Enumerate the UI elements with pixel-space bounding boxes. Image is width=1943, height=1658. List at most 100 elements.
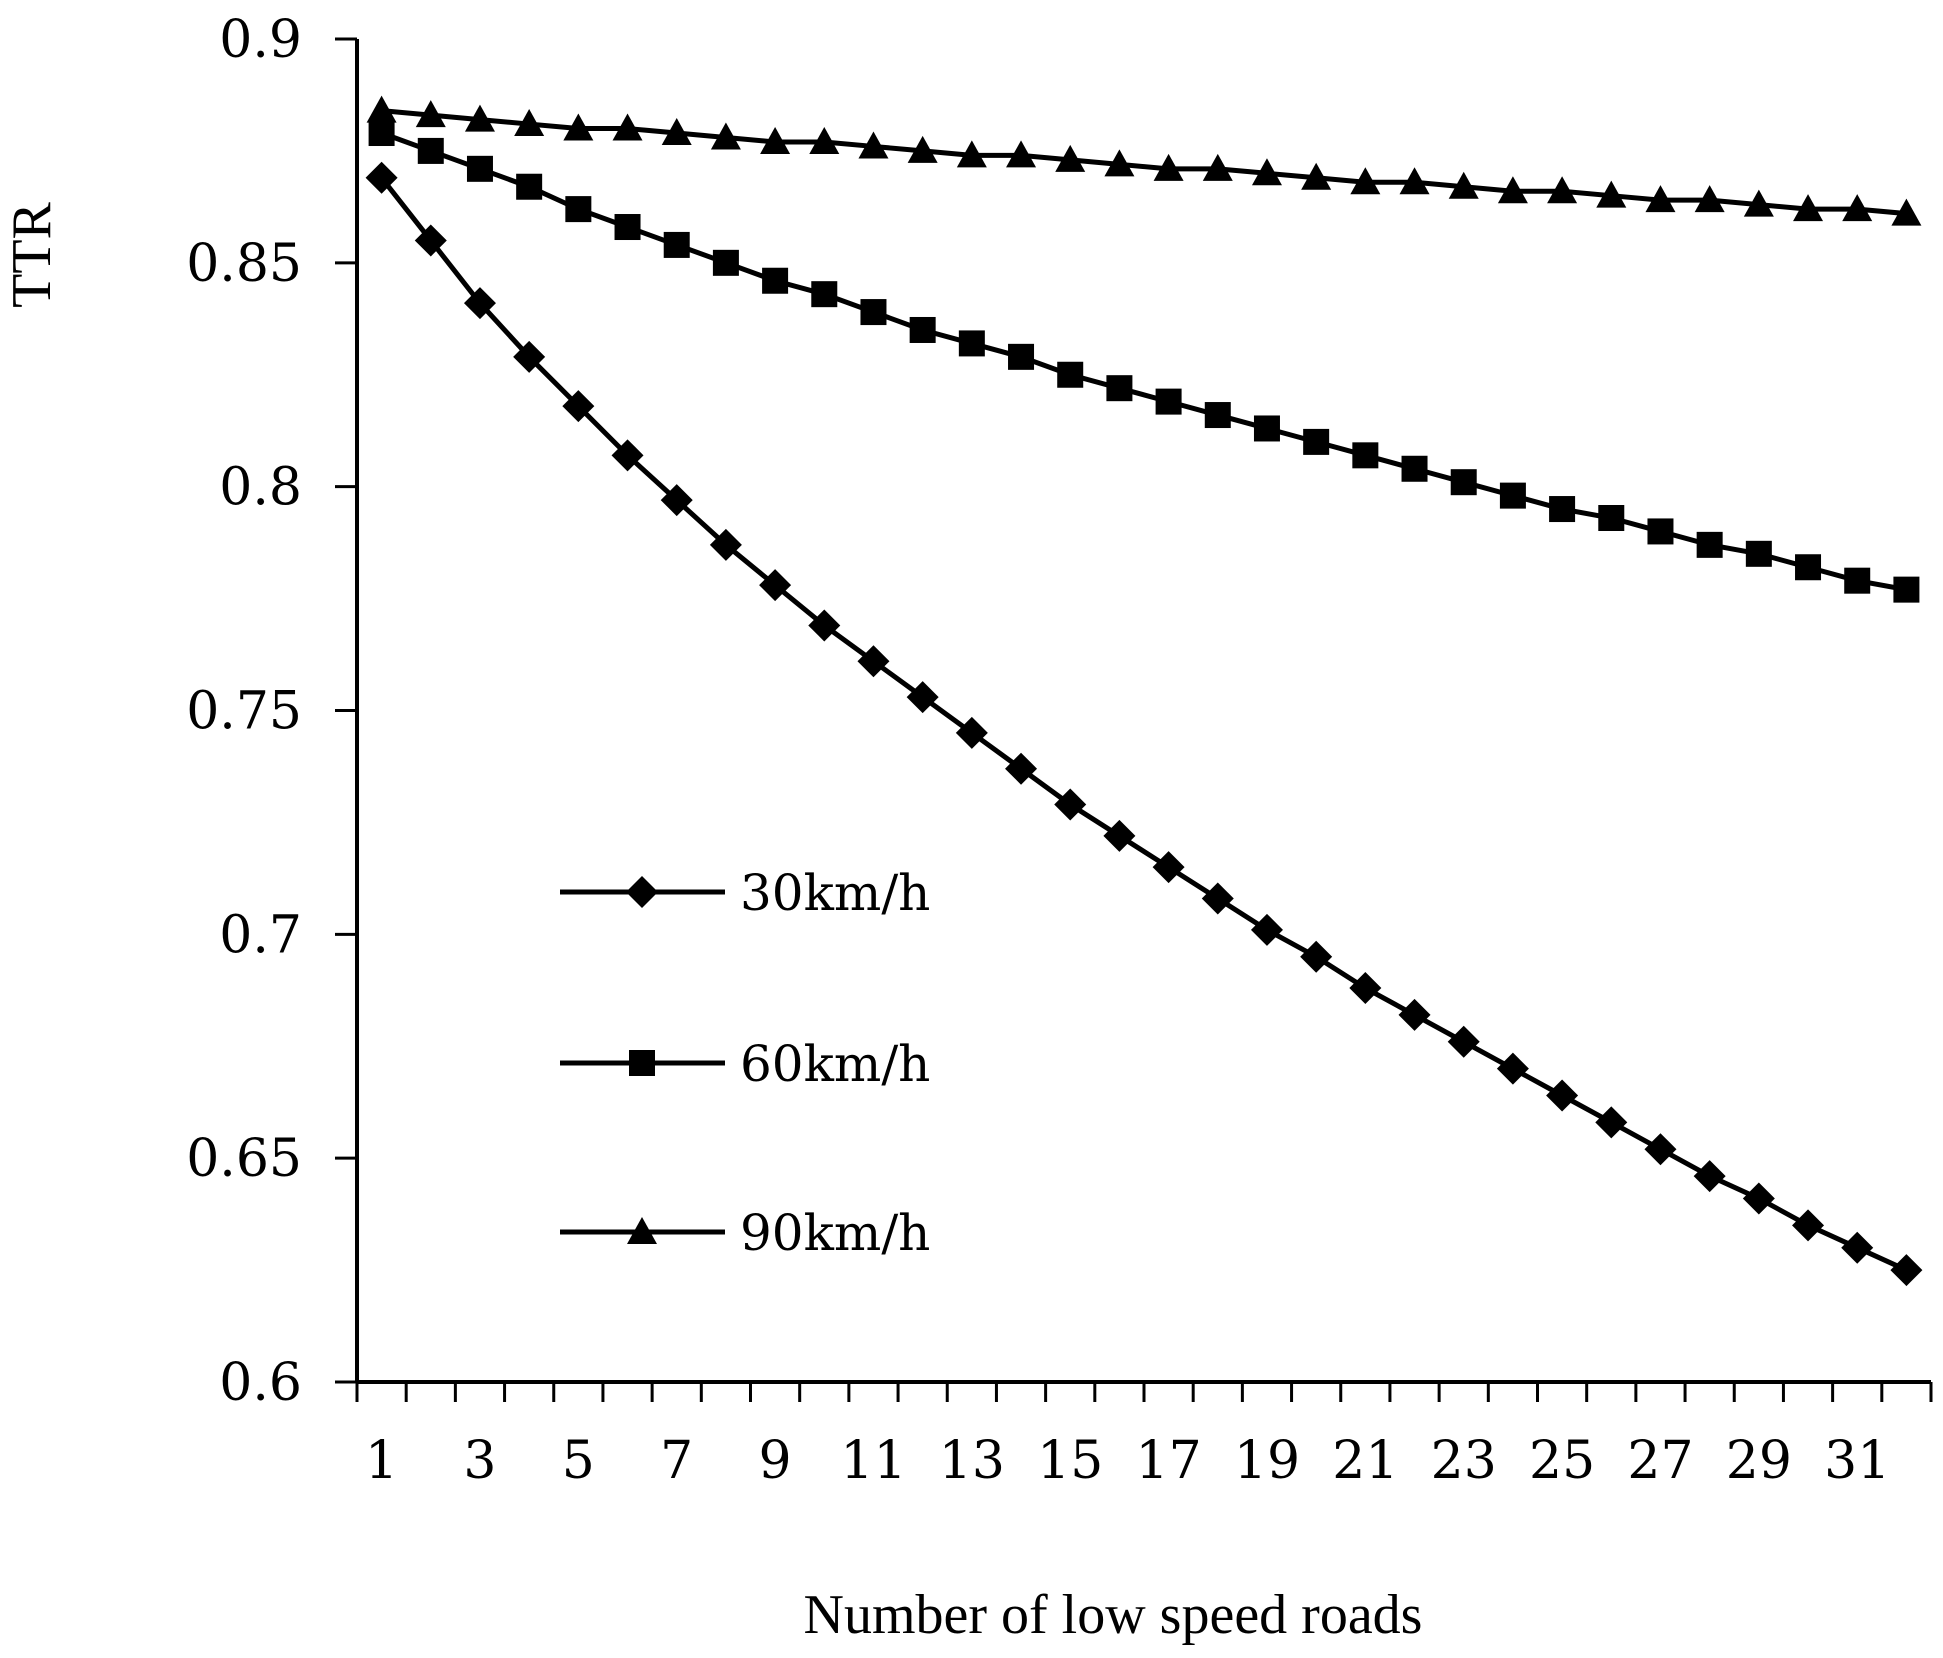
data-point: [513, 340, 546, 373]
data-point: [417, 137, 444, 164]
data-point: [1547, 176, 1578, 204]
data-point: [562, 390, 595, 423]
y-tick-label: 0.65: [186, 1129, 302, 1189]
data-point: [1303, 428, 1330, 455]
data-point: [1496, 1052, 1529, 1085]
data-point: [1006, 140, 1037, 168]
legend: 30km/h 60km/h 90km/h: [560, 864, 930, 1262]
data-point: [1153, 153, 1184, 181]
y-tick-label: 0.6: [219, 1353, 302, 1413]
data-point: [1398, 998, 1431, 1031]
data-point: [464, 104, 495, 132]
data-point: [762, 267, 789, 294]
data-point: [1499, 482, 1526, 509]
data-point: [1844, 567, 1871, 594]
x-tick-label: 27: [1627, 1431, 1693, 1491]
series-line: [381, 108, 1907, 217]
data-point: [1742, 1182, 1775, 1215]
legend-label: 60km/h: [740, 1035, 930, 1093]
legend-marker: [626, 876, 658, 908]
series-group: [365, 95, 1923, 1287]
y-tick-label: 0.85: [186, 234, 302, 294]
data-point: [808, 609, 841, 642]
data-point: [1745, 540, 1772, 567]
data-point: [1497, 176, 1528, 204]
data-point: [1201, 882, 1234, 915]
data-point: [1596, 180, 1627, 208]
data-point: [1349, 972, 1382, 1005]
x-tick-label: 15: [1037, 1431, 1103, 1491]
data-point: [1055, 144, 1086, 172]
data-point: [1841, 1231, 1874, 1264]
x-ticks: 1 3 5 7 9 11 13 15 17 19 21 23 25 27 29 31: [355, 1382, 1933, 1491]
data-point: [414, 224, 447, 257]
data-point: [1250, 913, 1283, 946]
y-tick-label: 0.7: [219, 905, 302, 965]
data-point: [415, 100, 446, 128]
legend-marker: [627, 1217, 657, 1244]
data-point: [760, 126, 791, 154]
data-point: [1549, 496, 1576, 523]
y-axis-title: TTR: [1, 201, 63, 307]
data-point: [365, 161, 398, 194]
data-point: [1793, 194, 1824, 222]
data-point: [907, 135, 938, 163]
data-point: [1251, 158, 1282, 186]
x-tick-label: 31: [1824, 1431, 1890, 1491]
data-point: [1106, 375, 1133, 402]
series-30km-per-h: [365, 161, 1923, 1287]
legend-label: 30km/h: [740, 864, 930, 922]
data-point: [563, 113, 594, 141]
x-tick-label: 11: [840, 1431, 906, 1491]
x-tick-label: 23: [1431, 1431, 1497, 1491]
data-point: [368, 120, 395, 147]
data-point: [906, 681, 939, 714]
data-point: [857, 645, 890, 678]
data-point: [1301, 162, 1332, 190]
legend-item: 30km/h: [560, 864, 930, 922]
x-tick-label: 19: [1234, 1431, 1300, 1491]
data-point: [1054, 788, 1087, 821]
data-point: [1300, 940, 1333, 973]
data-point: [1795, 554, 1822, 581]
data-point: [612, 113, 643, 141]
y-tick-label: 0.9: [219, 10, 302, 70]
x-axis-title: Number of low speed roads: [804, 1584, 1423, 1646]
data-point: [366, 95, 397, 123]
data-point: [1057, 361, 1084, 388]
x-tick-label: 25: [1529, 1431, 1595, 1491]
data-point: [858, 131, 889, 159]
data-point: [1598, 505, 1625, 532]
data-point: [811, 281, 838, 308]
data-point: [1401, 455, 1428, 482]
data-point: [661, 118, 692, 146]
data-point: [1253, 415, 1280, 442]
data-point: [663, 231, 690, 258]
axes: [355, 39, 1931, 1384]
x-tick-label: 7: [660, 1431, 693, 1491]
data-point: [1152, 851, 1185, 884]
data-point: [1842, 194, 1873, 222]
data-point: [1696, 531, 1723, 558]
y-tick-label: 0.75: [186, 682, 302, 742]
data-point: [909, 316, 936, 343]
data-point: [1202, 153, 1233, 181]
data-point: [1399, 167, 1430, 195]
legend-label: 90km/h: [740, 1204, 930, 1262]
data-point: [712, 249, 739, 276]
x-tick-label: 21: [1332, 1431, 1398, 1491]
data-point: [1546, 1079, 1579, 1112]
data-point: [1891, 198, 1922, 226]
data-point: [956, 140, 987, 168]
data-point: [1890, 1254, 1923, 1287]
x-tick-label: 29: [1726, 1431, 1792, 1491]
data-point: [1103, 819, 1136, 852]
data-point: [565, 196, 592, 223]
data-point: [709, 528, 742, 561]
data-point: [1792, 1209, 1825, 1242]
x-tick-label: 9: [759, 1431, 792, 1491]
data-point: [463, 287, 496, 320]
data-point: [1155, 388, 1182, 415]
